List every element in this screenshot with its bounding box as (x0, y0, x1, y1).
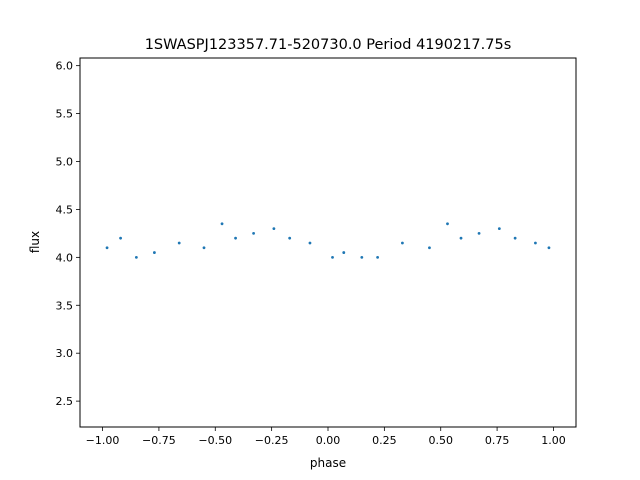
x-tick-label: −1.00 (86, 434, 120, 447)
data-point (252, 231, 256, 235)
data-point (202, 246, 206, 250)
data-point (360, 255, 364, 259)
x-tick-label: −0.50 (198, 434, 232, 447)
x-tick-label: 1.00 (541, 434, 566, 447)
data-point (459, 236, 463, 240)
y-tick-label: 4.5 (56, 203, 74, 216)
data-point (446, 222, 449, 226)
data-point (308, 241, 312, 245)
data-point (272, 227, 276, 231)
x-tick-label: −0.75 (142, 434, 176, 447)
x-tick-label: −0.25 (255, 434, 289, 447)
data-point (547, 246, 551, 250)
data-point (220, 222, 224, 226)
data-point (153, 251, 156, 254)
y-axis: 2.5 3.0 3.5 4.0 4.5 5.0 5.5 6.0 (56, 60, 80, 408)
data-point (428, 246, 431, 250)
x-axis: −1.00 −0.75 −0.50 −0.25 0.00 0.25 0.50 0.75 1.00 (86, 427, 566, 447)
y-tick-label: 2.5 (56, 395, 74, 408)
data-point (376, 255, 379, 259)
data-point (497, 227, 501, 231)
data-point (288, 236, 292, 240)
data-point (134, 255, 138, 259)
y-axis-label: flux (28, 231, 42, 253)
x-tick-label: 0.50 (428, 434, 453, 447)
data-point (401, 241, 404, 245)
y-tick-label: 6.0 (56, 60, 74, 73)
y-tick-label: 3.5 (56, 299, 74, 312)
data-point (177, 241, 181, 245)
data-point (342, 251, 346, 254)
y-tick-label: 3.0 (56, 347, 74, 360)
chart-title: 1SWASPJ123357.71-520730.0 Period 4190217… (145, 37, 512, 53)
x-tick-label: 0.00 (316, 434, 341, 447)
x-tick-label: 0.75 (485, 434, 510, 447)
y-tick-label: 5.0 (56, 156, 74, 169)
data-point (534, 241, 537, 245)
x-tick-label: 0.25 (372, 434, 397, 447)
y-tick-label: 4.0 (56, 251, 74, 264)
data-point (477, 231, 481, 235)
x-axis-label: phase (310, 456, 346, 470)
data-point (331, 255, 334, 259)
data-point (234, 236, 237, 240)
plot-area-frame (79, 57, 577, 428)
y-tick-label: 5.5 (56, 108, 74, 121)
data-points (105, 222, 551, 259)
data-point (513, 236, 517, 240)
data-point (119, 236, 122, 240)
data-point (105, 246, 109, 250)
